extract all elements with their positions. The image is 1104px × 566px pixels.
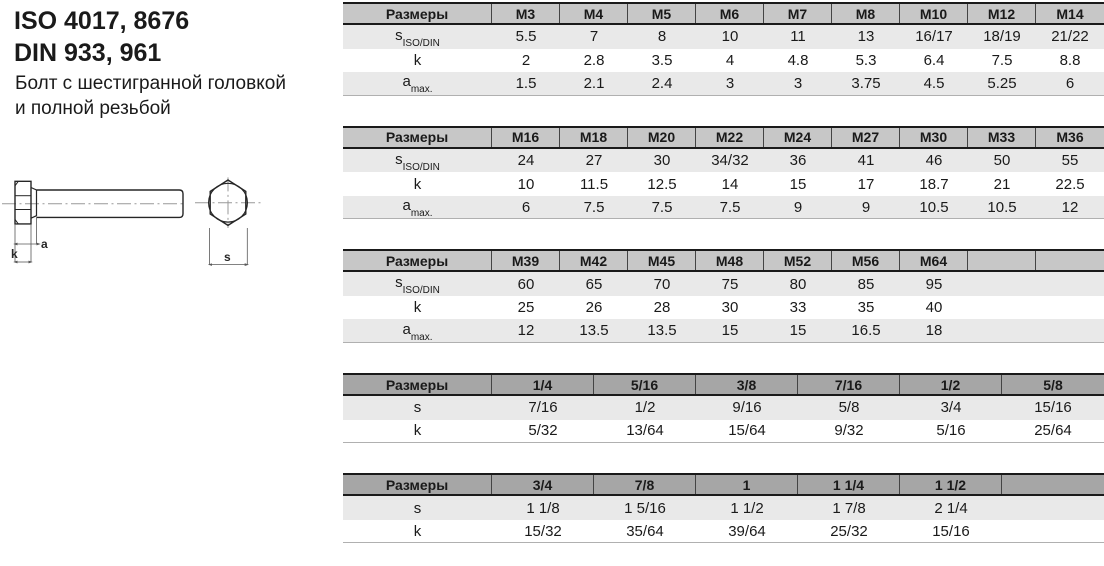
svg-text:a: a bbox=[41, 237, 48, 251]
svg-text:k: k bbox=[11, 247, 18, 261]
svg-text:s: s bbox=[224, 250, 231, 264]
